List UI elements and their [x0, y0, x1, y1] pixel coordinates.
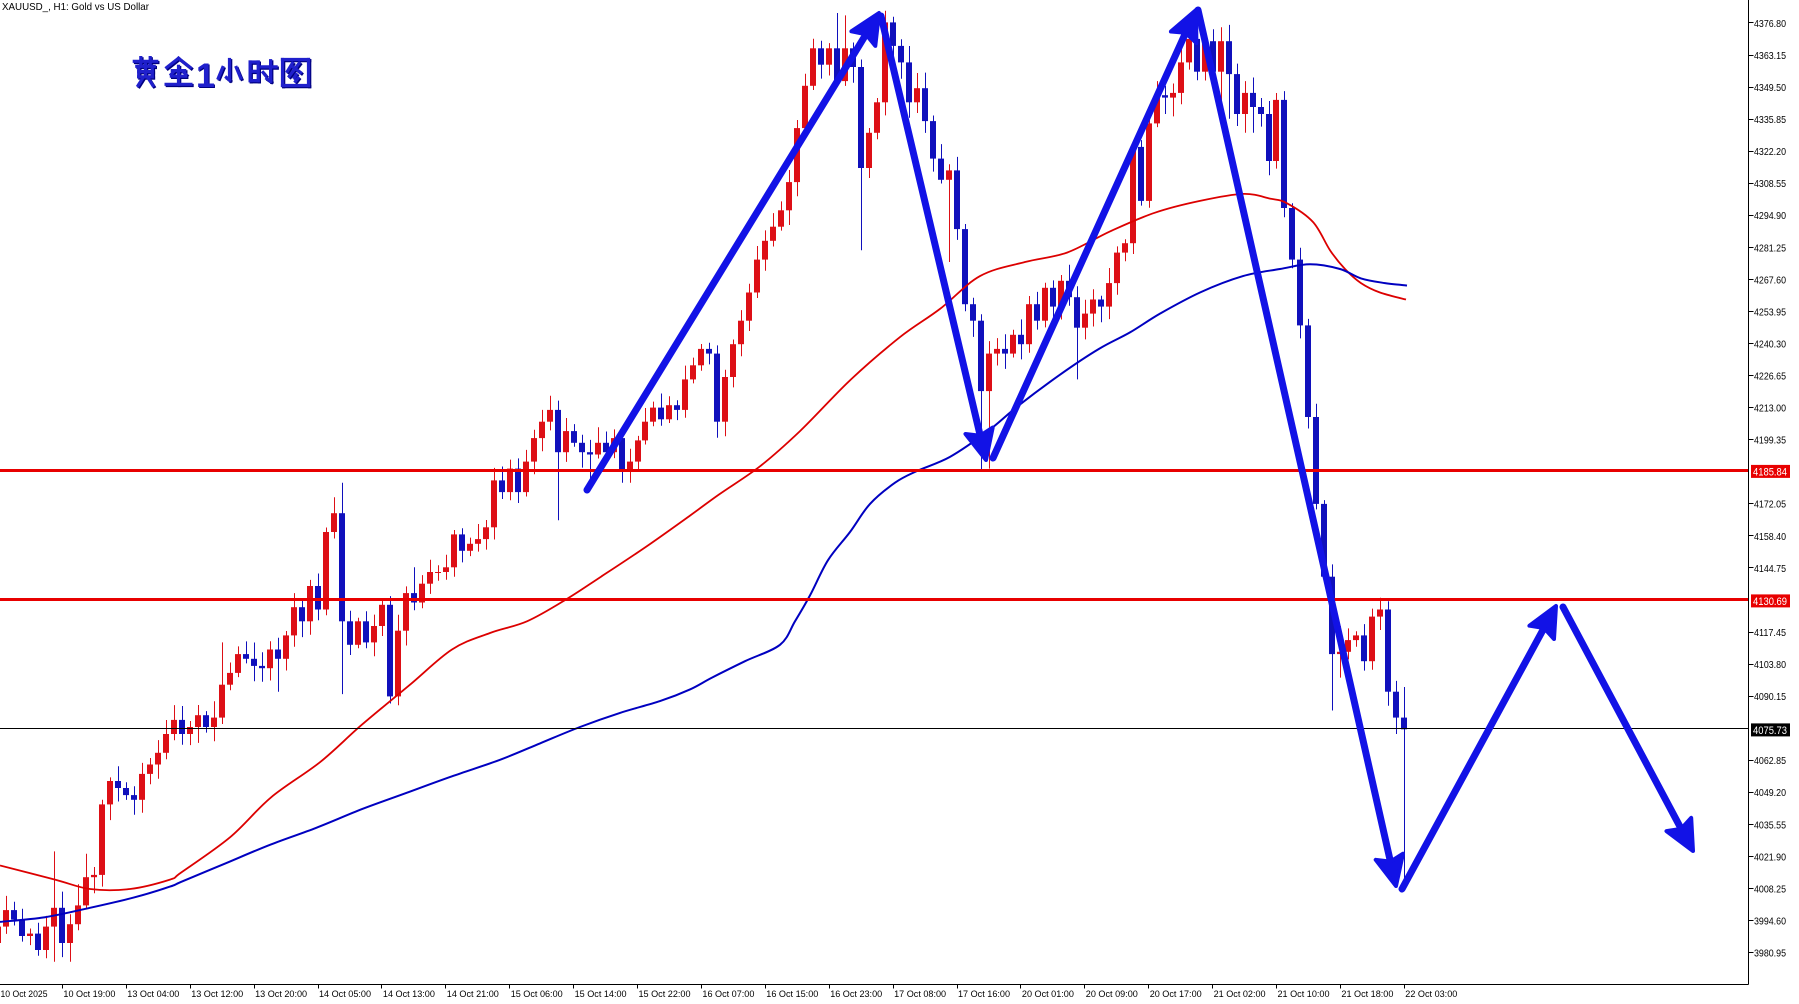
svg-text:15 Oct 06:00: 15 Oct 06:00 — [511, 989, 563, 1000]
svg-text:4130.69: 4130.69 — [1753, 596, 1787, 608]
svg-text:4008.25: 4008.25 — [1754, 883, 1786, 895]
svg-text:20 Oct 09:00: 20 Oct 09:00 — [1086, 989, 1138, 1000]
svg-text:17 Oct 08:00: 17 Oct 08:00 — [894, 989, 946, 1000]
svg-text:4267.60: 4267.60 — [1754, 274, 1786, 286]
svg-text:16 Oct 15:00: 16 Oct 15:00 — [766, 989, 818, 1000]
svg-text:22 Oct 03:00: 22 Oct 03:00 — [1405, 989, 1457, 1000]
svg-text:13 Oct 12:00: 13 Oct 12:00 — [191, 989, 243, 1000]
svg-text:4185.84: 4185.84 — [1753, 466, 1787, 478]
svg-text:4363.15: 4363.15 — [1754, 50, 1786, 62]
svg-text:4376.80: 4376.80 — [1754, 18, 1786, 30]
svg-text:20 Oct 01:00: 20 Oct 01:00 — [1022, 989, 1074, 1000]
svg-text:4158.40: 4158.40 — [1754, 531, 1786, 543]
svg-text:3994.60: 3994.60 — [1754, 916, 1786, 928]
svg-text:4281.25: 4281.25 — [1754, 242, 1786, 254]
svg-text:21 Oct 02:00: 21 Oct 02:00 — [1214, 989, 1266, 1000]
svg-text:17 Oct 16:00: 17 Oct 16:00 — [958, 989, 1010, 1000]
svg-text:14 Oct 13:00: 14 Oct 13:00 — [383, 989, 435, 1000]
svg-text:13 Oct 04:00: 13 Oct 04:00 — [127, 989, 179, 1000]
svg-text:16 Oct 23:00: 16 Oct 23:00 — [830, 989, 882, 1000]
svg-text:21 Oct 10:00: 21 Oct 10:00 — [1278, 989, 1330, 1000]
svg-text:4253.95: 4253.95 — [1754, 306, 1786, 318]
svg-text:4349.50: 4349.50 — [1754, 82, 1786, 94]
svg-text:4294.90: 4294.90 — [1754, 210, 1786, 222]
svg-text:1: 1 — [197, 58, 216, 96]
svg-text:4226.65: 4226.65 — [1754, 371, 1786, 383]
svg-text:1: 1 — [196, 57, 215, 95]
svg-text:4117.45: 4117.45 — [1754, 627, 1786, 639]
svg-text:4049.20: 4049.20 — [1754, 787, 1786, 799]
svg-text:3980.95: 3980.95 — [1754, 948, 1786, 960]
svg-text:10 Oct 19:00: 10 Oct 19:00 — [63, 989, 115, 1000]
svg-text:XAUUSD_, H1: Gold vs US Dolla: XAUUSD_, H1: Gold vs US Dollar — [2, 1, 149, 13]
svg-text:4308.55: 4308.55 — [1754, 178, 1786, 190]
svg-text:4213.00: 4213.00 — [1754, 403, 1786, 415]
svg-text:4335.85: 4335.85 — [1754, 114, 1786, 126]
svg-text:4240.30: 4240.30 — [1754, 339, 1786, 351]
svg-text:21 Oct 18:00: 21 Oct 18:00 — [1341, 989, 1393, 1000]
svg-text:4322.20: 4322.20 — [1754, 146, 1786, 158]
svg-text:4172.05: 4172.05 — [1754, 499, 1786, 511]
svg-text:4090.15: 4090.15 — [1754, 691, 1786, 703]
svg-text:10 Oct 2025: 10 Oct 2025 — [1, 989, 48, 1000]
svg-text:4062.85: 4062.85 — [1754, 755, 1786, 767]
svg-text:13 Oct 20:00: 13 Oct 20:00 — [255, 989, 307, 1000]
svg-text:15 Oct 14:00: 15 Oct 14:00 — [575, 989, 627, 1000]
svg-text:4075.73: 4075.73 — [1753, 725, 1787, 737]
svg-text:4103.80: 4103.80 — [1754, 659, 1786, 671]
svg-text:20 Oct 17:00: 20 Oct 17:00 — [1150, 989, 1202, 1000]
svg-text:4144.75: 4144.75 — [1754, 563, 1786, 575]
svg-text:14 Oct 21:00: 14 Oct 21:00 — [447, 989, 499, 1000]
svg-text:4021.90: 4021.90 — [1754, 851, 1786, 863]
svg-text:16 Oct 07:00: 16 Oct 07:00 — [702, 989, 754, 1000]
svg-text:15 Oct 22:00: 15 Oct 22:00 — [639, 989, 691, 1000]
svg-text:4035.55: 4035.55 — [1754, 819, 1786, 831]
svg-text:14 Oct 05:00: 14 Oct 05:00 — [319, 989, 371, 1000]
svg-text:4199.35: 4199.35 — [1754, 435, 1786, 447]
